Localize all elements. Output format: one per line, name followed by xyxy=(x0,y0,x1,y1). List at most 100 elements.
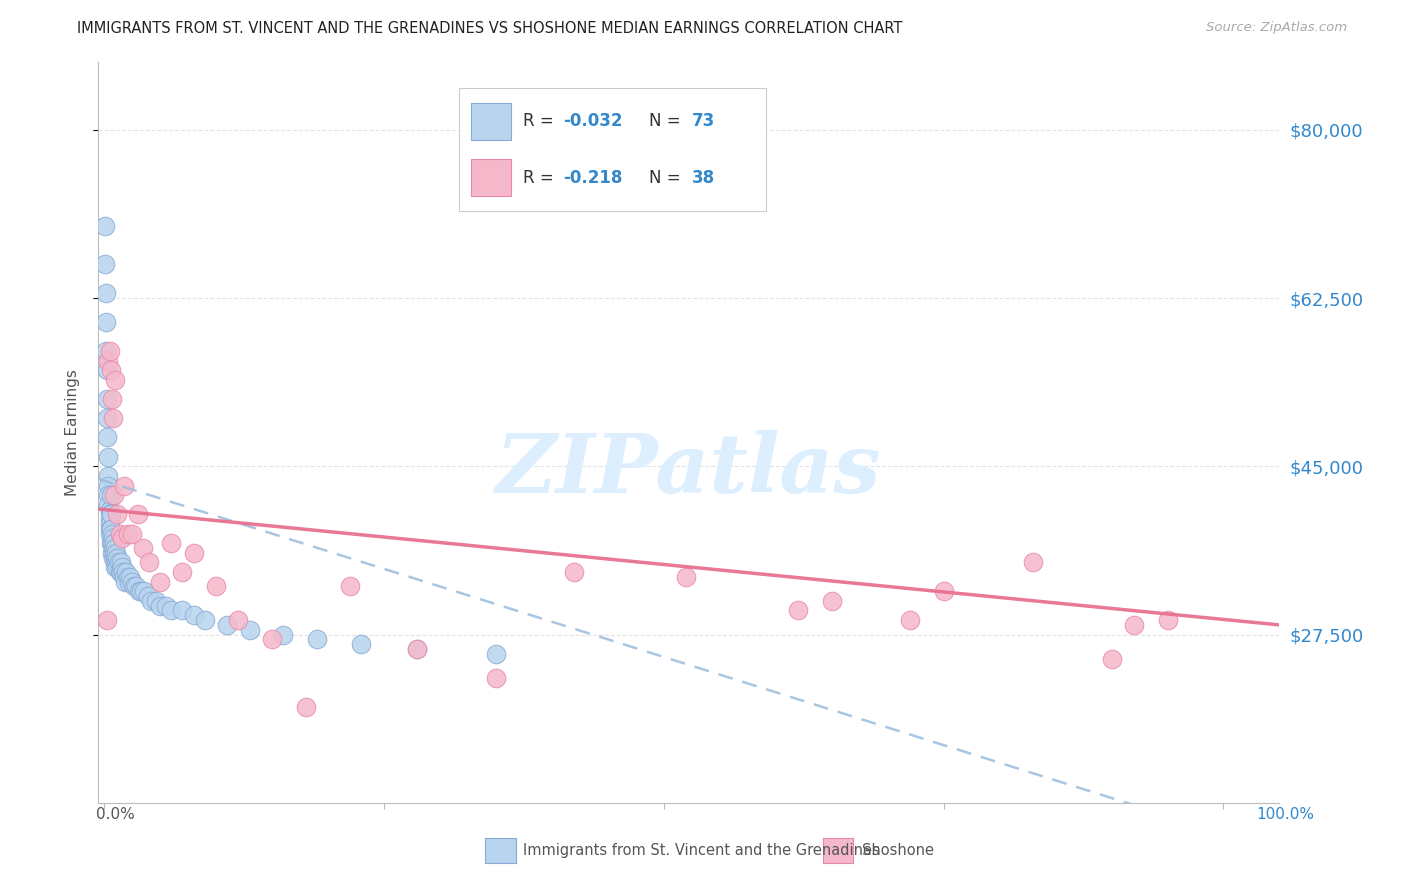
Point xyxy=(136,589,159,603)
Point xyxy=(98,526,121,541)
Point xyxy=(485,671,508,685)
Point xyxy=(104,541,127,555)
Point xyxy=(160,603,183,617)
Text: 100.0%: 100.0% xyxy=(1257,807,1315,822)
Point xyxy=(122,579,145,593)
Point xyxy=(406,642,429,657)
Point xyxy=(111,560,134,574)
Point xyxy=(108,565,131,579)
Point xyxy=(100,536,122,550)
Point xyxy=(149,599,172,613)
Text: Shoshone: Shoshone xyxy=(862,844,934,858)
Point xyxy=(194,613,217,627)
Point xyxy=(139,594,162,608)
Point xyxy=(101,526,124,541)
Point xyxy=(228,613,250,627)
Point xyxy=(121,574,143,589)
Point xyxy=(103,546,125,560)
Point xyxy=(205,579,228,593)
Point xyxy=(107,550,129,565)
Point xyxy=(183,608,205,623)
Point xyxy=(101,541,124,555)
Point xyxy=(350,637,373,651)
Point xyxy=(1156,613,1178,627)
Point xyxy=(117,574,139,589)
Point xyxy=(100,522,122,536)
Point xyxy=(96,392,118,406)
Point xyxy=(100,488,122,502)
Point xyxy=(110,565,132,579)
Point xyxy=(96,343,118,358)
Point xyxy=(294,699,316,714)
Point xyxy=(217,618,239,632)
Point xyxy=(260,632,283,647)
Point xyxy=(932,584,955,599)
Point xyxy=(787,603,810,617)
Point xyxy=(108,526,131,541)
Point xyxy=(107,556,129,570)
Point xyxy=(98,508,121,522)
Point xyxy=(100,508,122,522)
Point xyxy=(101,532,124,546)
Point xyxy=(96,411,118,425)
Point xyxy=(94,257,117,271)
Point xyxy=(96,286,118,301)
Point xyxy=(127,508,149,522)
Point xyxy=(115,565,138,579)
Point xyxy=(128,584,150,599)
Point xyxy=(96,430,118,444)
Point xyxy=(117,570,139,584)
Point xyxy=(101,411,124,425)
Text: 0.0%: 0.0% xyxy=(96,807,135,822)
Point xyxy=(98,343,121,358)
Point xyxy=(96,315,118,329)
Point xyxy=(97,498,120,512)
Point xyxy=(112,570,135,584)
Point xyxy=(107,508,129,522)
Point xyxy=(1022,556,1045,570)
Point xyxy=(103,536,125,550)
Point xyxy=(97,488,120,502)
Point xyxy=(104,373,127,387)
Point xyxy=(145,594,167,608)
Point xyxy=(97,469,120,483)
Text: Source: ZipAtlas.com: Source: ZipAtlas.com xyxy=(1206,21,1347,34)
Point xyxy=(1122,618,1144,632)
Point xyxy=(117,526,139,541)
Point xyxy=(105,546,128,560)
Point xyxy=(107,560,129,574)
Point xyxy=(821,594,844,608)
Point xyxy=(98,522,121,536)
Point xyxy=(183,546,205,560)
Point xyxy=(155,599,177,613)
Point xyxy=(101,536,124,550)
Point xyxy=(898,613,921,627)
Point xyxy=(406,642,429,657)
Point xyxy=(172,565,194,579)
Point xyxy=(97,478,120,492)
Point xyxy=(112,565,135,579)
Y-axis label: Median Earnings: Median Earnings xyxy=(65,369,80,496)
Point xyxy=(271,627,294,641)
Text: Immigrants from St. Vincent and the Grenadines: Immigrants from St. Vincent and the Gren… xyxy=(523,844,880,858)
Point xyxy=(105,556,128,570)
Point xyxy=(110,556,132,570)
Point xyxy=(339,579,361,593)
Point xyxy=(111,532,134,546)
Point xyxy=(125,579,148,593)
Point xyxy=(98,512,121,526)
Point xyxy=(121,526,143,541)
Point xyxy=(172,603,194,617)
Point xyxy=(134,584,156,599)
Point xyxy=(675,570,697,584)
Point xyxy=(103,488,125,502)
Point xyxy=(97,450,120,464)
Point xyxy=(101,392,124,406)
Point xyxy=(1101,651,1123,665)
Text: ZIPatlas: ZIPatlas xyxy=(496,430,882,509)
Point xyxy=(97,353,120,368)
Point xyxy=(160,536,183,550)
Point xyxy=(96,363,118,377)
Point xyxy=(98,502,121,516)
Point xyxy=(485,647,508,661)
